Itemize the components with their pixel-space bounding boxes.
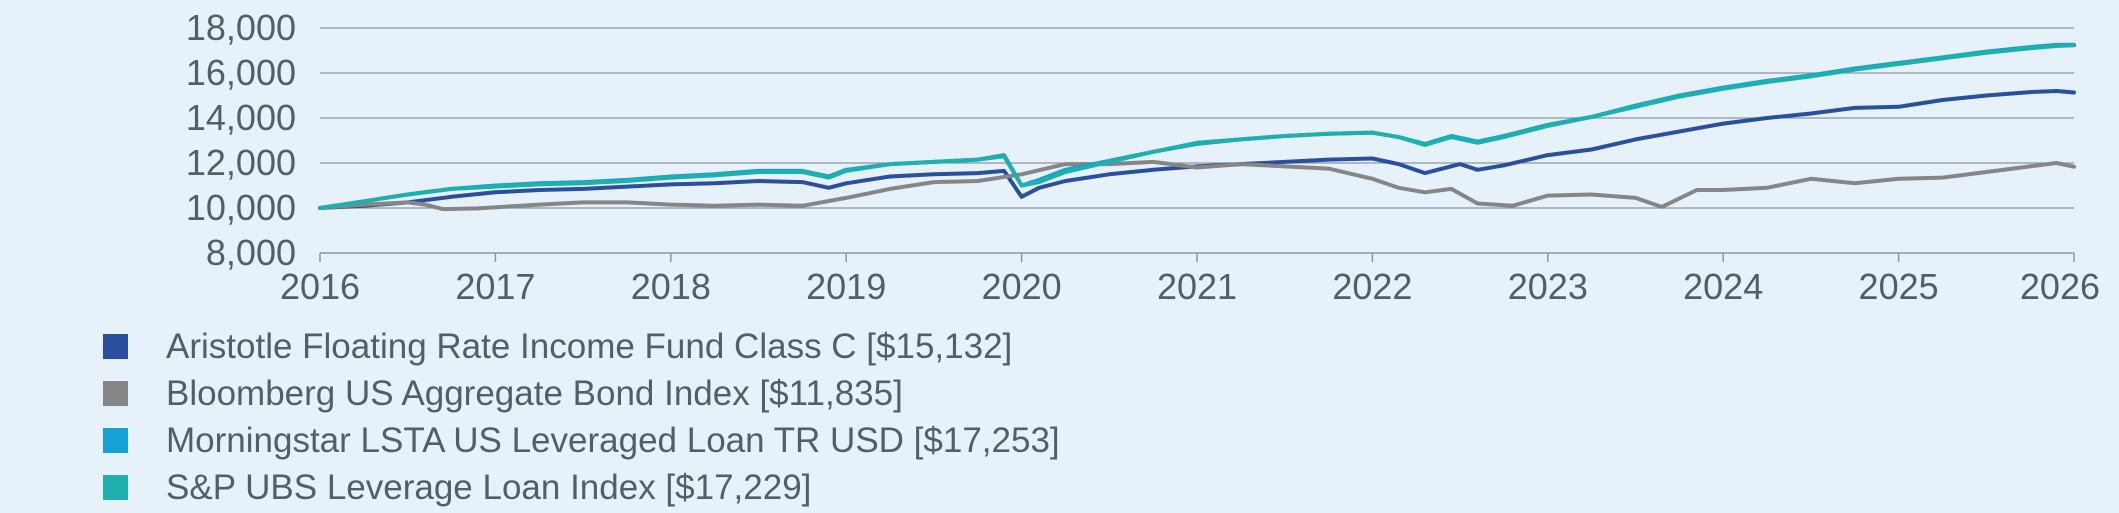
y-tick-label: 18,000 bbox=[186, 7, 296, 48]
legend-item: Morningstar LSTA US Leveraged Loan TR US… bbox=[103, 417, 1060, 464]
x-tick-label: 2016 bbox=[280, 266, 360, 307]
legend-label: Aristotle Floating Rate Income Fund Clas… bbox=[166, 326, 1013, 366]
x-tick-label: 2025 bbox=[1859, 266, 1939, 307]
legend-label: Morningstar LSTA US Leveraged Loan TR US… bbox=[166, 420, 1060, 460]
legend-label: S&P UBS Leverage Loan Index [$17,229] bbox=[166, 467, 812, 507]
y-tick-label: 10,000 bbox=[186, 187, 296, 228]
legend-swatch bbox=[103, 475, 128, 500]
series-lines bbox=[318, 42, 2076, 212]
legend-swatch bbox=[103, 428, 128, 453]
x-tick-label: 2019 bbox=[806, 266, 886, 307]
y-tick-label: 12,000 bbox=[186, 142, 296, 183]
legend: Aristotle Floating Rate Income Fund Clas… bbox=[103, 323, 1060, 511]
legend-swatch bbox=[103, 334, 128, 359]
gridlines bbox=[320, 27, 2074, 209]
x-tick-label: 2018 bbox=[631, 266, 711, 307]
y-tick-label: 16,000 bbox=[186, 52, 296, 93]
legend-item: S&P UBS Leverage Loan Index [$17,229] bbox=[103, 464, 1060, 511]
x-tick-label: 2021 bbox=[1157, 266, 1237, 307]
legend-item: Bloomberg US Aggregate Bond Index [$11,8… bbox=[103, 370, 1060, 417]
x-tick-label: 2026 bbox=[2020, 266, 2100, 307]
x-tick-label: 2020 bbox=[982, 266, 1062, 307]
legend-item: Aristotle Floating Rate Income Fund Clas… bbox=[103, 323, 1060, 370]
series-line bbox=[318, 89, 2076, 210]
x-tick-label: 2017 bbox=[455, 266, 535, 307]
x-tick-label: 2022 bbox=[1332, 266, 1412, 307]
x-tick-label: 2023 bbox=[1508, 266, 1588, 307]
legend-label: Bloomberg US Aggregate Bond Index [$11,8… bbox=[166, 373, 903, 413]
y-tick-label: 8,000 bbox=[206, 232, 296, 273]
y-tick-label: 14,000 bbox=[186, 97, 296, 138]
legend-swatch bbox=[103, 381, 128, 406]
series-line bbox=[318, 43, 2076, 210]
series-line bbox=[318, 159, 2076, 212]
x-tick-label: 2024 bbox=[1683, 266, 1763, 307]
